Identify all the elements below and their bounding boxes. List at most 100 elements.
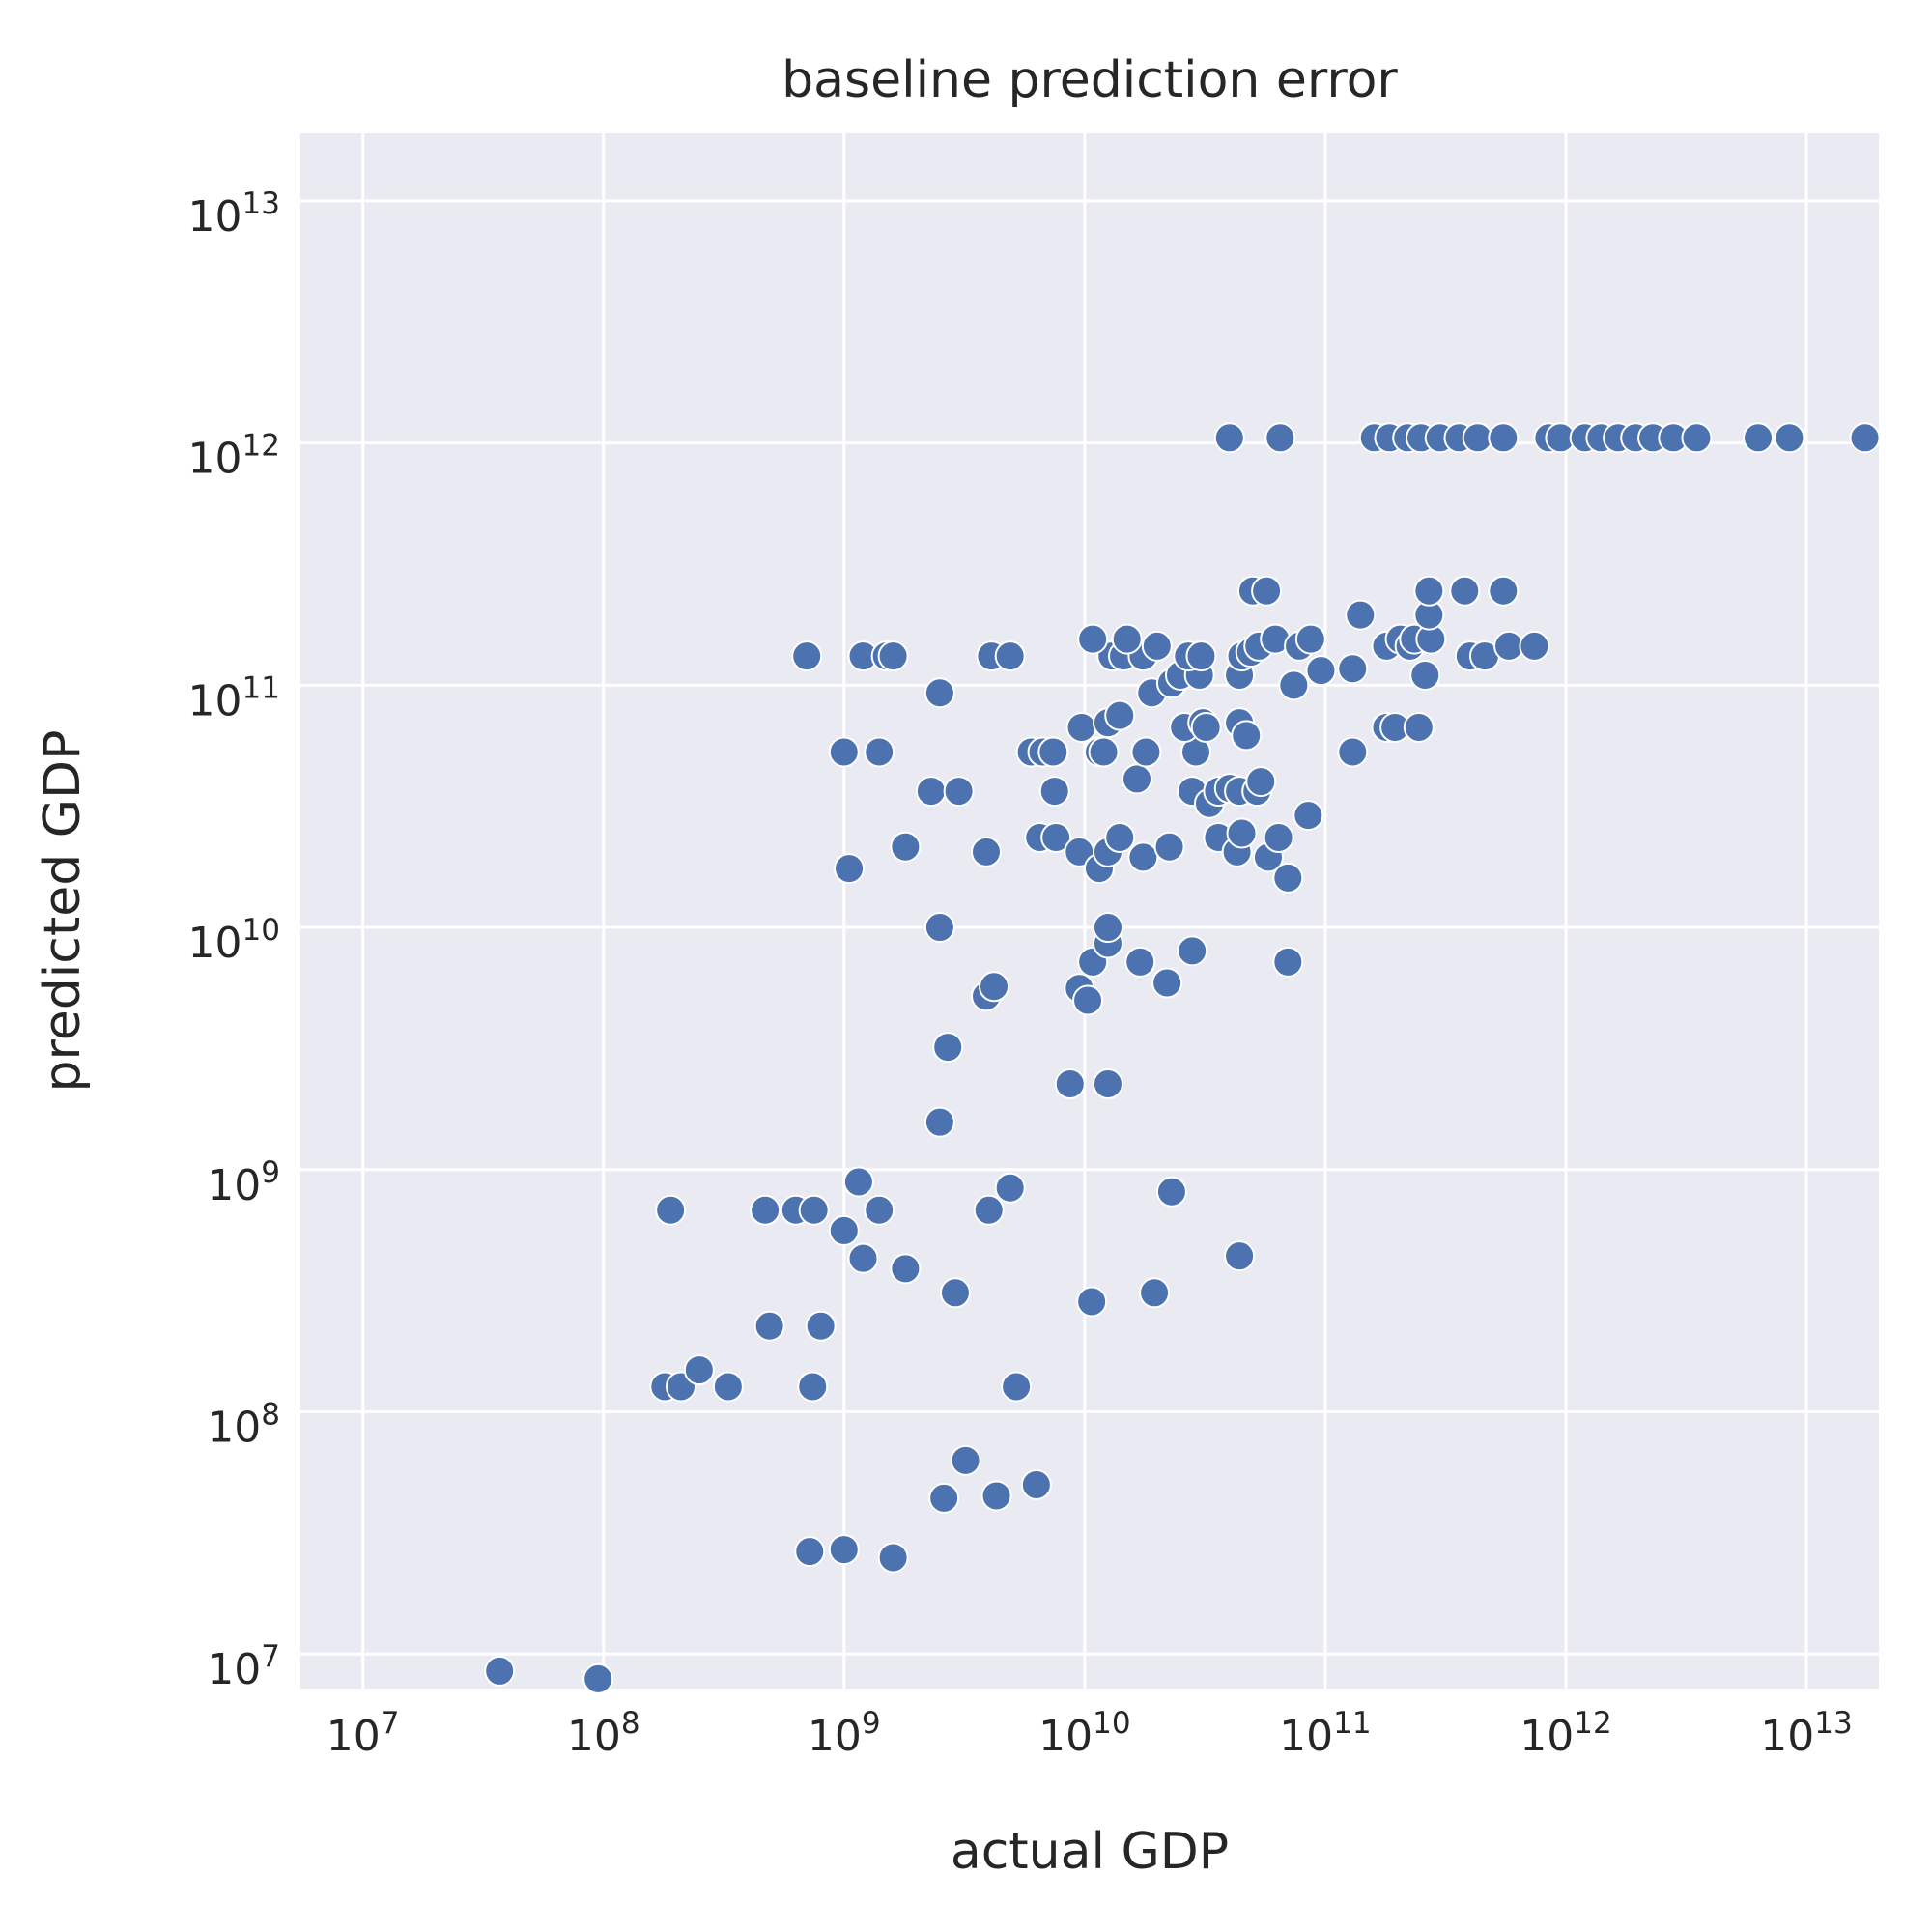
data-point bbox=[939, 1277, 971, 1309]
data-point bbox=[1272, 946, 1304, 978]
y-tick-exponent: 10 bbox=[242, 913, 280, 948]
x-tick-exponent: 11 bbox=[1333, 1706, 1371, 1741]
data-point bbox=[1293, 800, 1324, 832]
data-point bbox=[1111, 623, 1143, 655]
data-point bbox=[828, 1534, 860, 1566]
data-point bbox=[1124, 946, 1156, 978]
y-tick-exponent: 7 bbox=[261, 1639, 280, 1674]
data-point bbox=[1264, 422, 1296, 454]
data-point bbox=[994, 1172, 1026, 1204]
x-tick-base: 10 bbox=[1038, 1712, 1093, 1761]
x-tick-labels: 107 108 109 1010 1011 1012 1013 bbox=[327, 1706, 1853, 1761]
data-point bbox=[1681, 422, 1713, 454]
y-tick-label: 1010 bbox=[188, 913, 280, 968]
y-tick-base: 10 bbox=[207, 1404, 261, 1453]
data-point bbox=[1141, 630, 1173, 662]
x-tick-exponent: 10 bbox=[1093, 1706, 1130, 1741]
data-point bbox=[1743, 422, 1775, 454]
data-point bbox=[1104, 822, 1136, 854]
data-point bbox=[828, 1214, 860, 1246]
data-point bbox=[797, 1371, 829, 1403]
data-point bbox=[1231, 720, 1263, 752]
data-point bbox=[1020, 1468, 1052, 1500]
data-point bbox=[1245, 766, 1277, 798]
x-tick-base: 10 bbox=[1520, 1712, 1574, 1761]
data-point bbox=[943, 776, 975, 808]
x-tick-label: 108 bbox=[567, 1706, 640, 1761]
x-tick-exponent: 7 bbox=[381, 1706, 400, 1741]
data-point bbox=[847, 1242, 879, 1274]
y-tick-base: 10 bbox=[207, 1645, 261, 1694]
data-point bbox=[877, 640, 909, 672]
x-tick-label: 107 bbox=[327, 1706, 400, 1761]
y-tick-base: 10 bbox=[207, 1161, 261, 1210]
x-tick-base: 10 bbox=[327, 1712, 381, 1761]
data-point bbox=[864, 1194, 895, 1226]
data-point bbox=[1040, 822, 1072, 854]
data-point bbox=[805, 1310, 837, 1342]
data-point bbox=[1413, 575, 1445, 607]
data-point bbox=[915, 776, 947, 808]
data-point bbox=[1065, 711, 1097, 743]
data-point bbox=[1092, 912, 1123, 944]
data-point bbox=[828, 736, 860, 768]
data-point bbox=[683, 1354, 715, 1386]
data-point bbox=[890, 831, 922, 863]
data-point bbox=[798, 1194, 830, 1226]
x-tick-base: 10 bbox=[1279, 1712, 1333, 1761]
data-point bbox=[1337, 653, 1369, 685]
data-point bbox=[1076, 1286, 1108, 1318]
data-point bbox=[1272, 862, 1304, 894]
data-point bbox=[923, 677, 955, 709]
data-point bbox=[1151, 967, 1183, 999]
data-point bbox=[655, 1194, 687, 1226]
data-point bbox=[979, 971, 1010, 1003]
data-point bbox=[1092, 1068, 1123, 1099]
data-point bbox=[1294, 623, 1326, 655]
data-point bbox=[1409, 659, 1441, 691]
data-point bbox=[923, 912, 955, 944]
data-point bbox=[712, 1371, 744, 1403]
data-point bbox=[834, 853, 866, 885]
data-point bbox=[1263, 822, 1294, 854]
data-point bbox=[842, 1166, 874, 1198]
data-point bbox=[1305, 655, 1337, 687]
data-point bbox=[1130, 736, 1162, 768]
data-point bbox=[1488, 422, 1520, 454]
data-point bbox=[890, 1253, 922, 1285]
y-tick-label: 108 bbox=[207, 1398, 280, 1453]
data-point bbox=[1488, 575, 1520, 607]
x-tick-exponent: 13 bbox=[1814, 1706, 1852, 1741]
y-tick-base: 10 bbox=[188, 676, 242, 725]
data-point bbox=[791, 640, 823, 672]
data-point bbox=[794, 1536, 826, 1568]
data-point bbox=[1037, 736, 1069, 768]
data-point bbox=[484, 1655, 516, 1687]
x-tick-base: 10 bbox=[808, 1712, 862, 1761]
x-tick-base: 10 bbox=[1760, 1712, 1814, 1761]
data-point bbox=[1104, 699, 1136, 731]
data-point bbox=[932, 1032, 964, 1064]
data-point bbox=[1462, 422, 1493, 454]
x-tick-label: 1013 bbox=[1760, 1706, 1852, 1761]
data-point bbox=[970, 836, 1002, 867]
data-point bbox=[1403, 711, 1435, 743]
y-tick-label: 109 bbox=[207, 1155, 280, 1210]
data-point bbox=[1251, 575, 1283, 607]
y-tick-label: 1012 bbox=[188, 429, 280, 484]
data-point bbox=[1849, 422, 1881, 454]
data-point bbox=[1139, 1277, 1171, 1309]
data-point bbox=[950, 1444, 981, 1476]
x-axis-title: actual GDP bbox=[951, 1823, 1229, 1881]
data-point bbox=[1449, 575, 1481, 607]
grid bbox=[300, 133, 1879, 1689]
plot-area bbox=[300, 133, 1879, 1689]
y-tick-exponent: 12 bbox=[242, 429, 280, 464]
data-point bbox=[923, 1106, 955, 1138]
data-point bbox=[1077, 623, 1109, 655]
y-tick-base: 10 bbox=[188, 192, 242, 242]
data-point bbox=[864, 736, 895, 768]
data-point bbox=[1155, 1176, 1187, 1208]
